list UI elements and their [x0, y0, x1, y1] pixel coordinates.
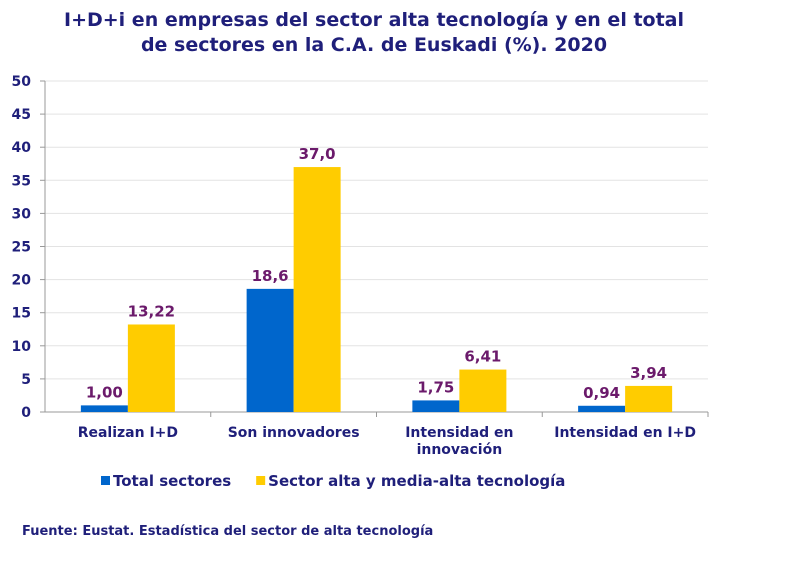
bar — [459, 369, 507, 412]
y-tick-label: 40 — [12, 140, 32, 156]
legend-label: Total sectores — [113, 472, 231, 490]
data-label: 1,00 — [86, 383, 123, 401]
category-label: Son innovadores — [228, 425, 360, 441]
y-tick-label: 0 — [21, 405, 31, 421]
data-label: 18,6 — [252, 267, 289, 285]
y-tick-label: 45 — [12, 107, 31, 123]
y-tick-label: 15 — [12, 306, 31, 322]
data-label: 3,94 — [630, 364, 667, 382]
y-tick-label: 25 — [12, 240, 31, 256]
y-tick-label: 20 — [12, 273, 32, 289]
bar — [293, 167, 341, 412]
y-tick-label: 35 — [12, 173, 31, 189]
category-label: Realizan I+D — [78, 425, 178, 441]
bar — [246, 288, 294, 412]
category-label: innovación — [417, 442, 503, 458]
category-label: Intensidad en I+D — [554, 425, 696, 441]
y-tick-label: 5 — [21, 372, 31, 388]
y-tick-label: 10 — [12, 339, 32, 355]
bar — [127, 324, 175, 412]
legend-swatch — [256, 476, 266, 485]
bar — [80, 405, 128, 412]
chart-title-line: I+D+i en empresas del sector alta tecnol… — [64, 9, 684, 31]
data-label: 1,75 — [417, 378, 454, 396]
data-label: 13,22 — [128, 302, 175, 320]
data-label: 37,0 — [299, 145, 336, 163]
legend-label: Sector alta y media-alta tecnología — [268, 472, 565, 490]
legend-swatch — [101, 476, 110, 485]
source-note: Fuente: Eustat. Estadística del sector d… — [22, 524, 433, 539]
y-tick-label: 50 — [12, 74, 32, 90]
data-label: 0,94 — [583, 384, 620, 402]
category-label: Intensidad en — [405, 425, 513, 441]
bar — [578, 405, 626, 412]
chart-title-line: de sectores en la C.A. de Euskadi (%). 2… — [141, 34, 607, 56]
y-tick-label: 30 — [12, 206, 32, 222]
data-label: 6,41 — [464, 348, 501, 366]
bar — [412, 400, 460, 412]
bar — [625, 385, 673, 412]
